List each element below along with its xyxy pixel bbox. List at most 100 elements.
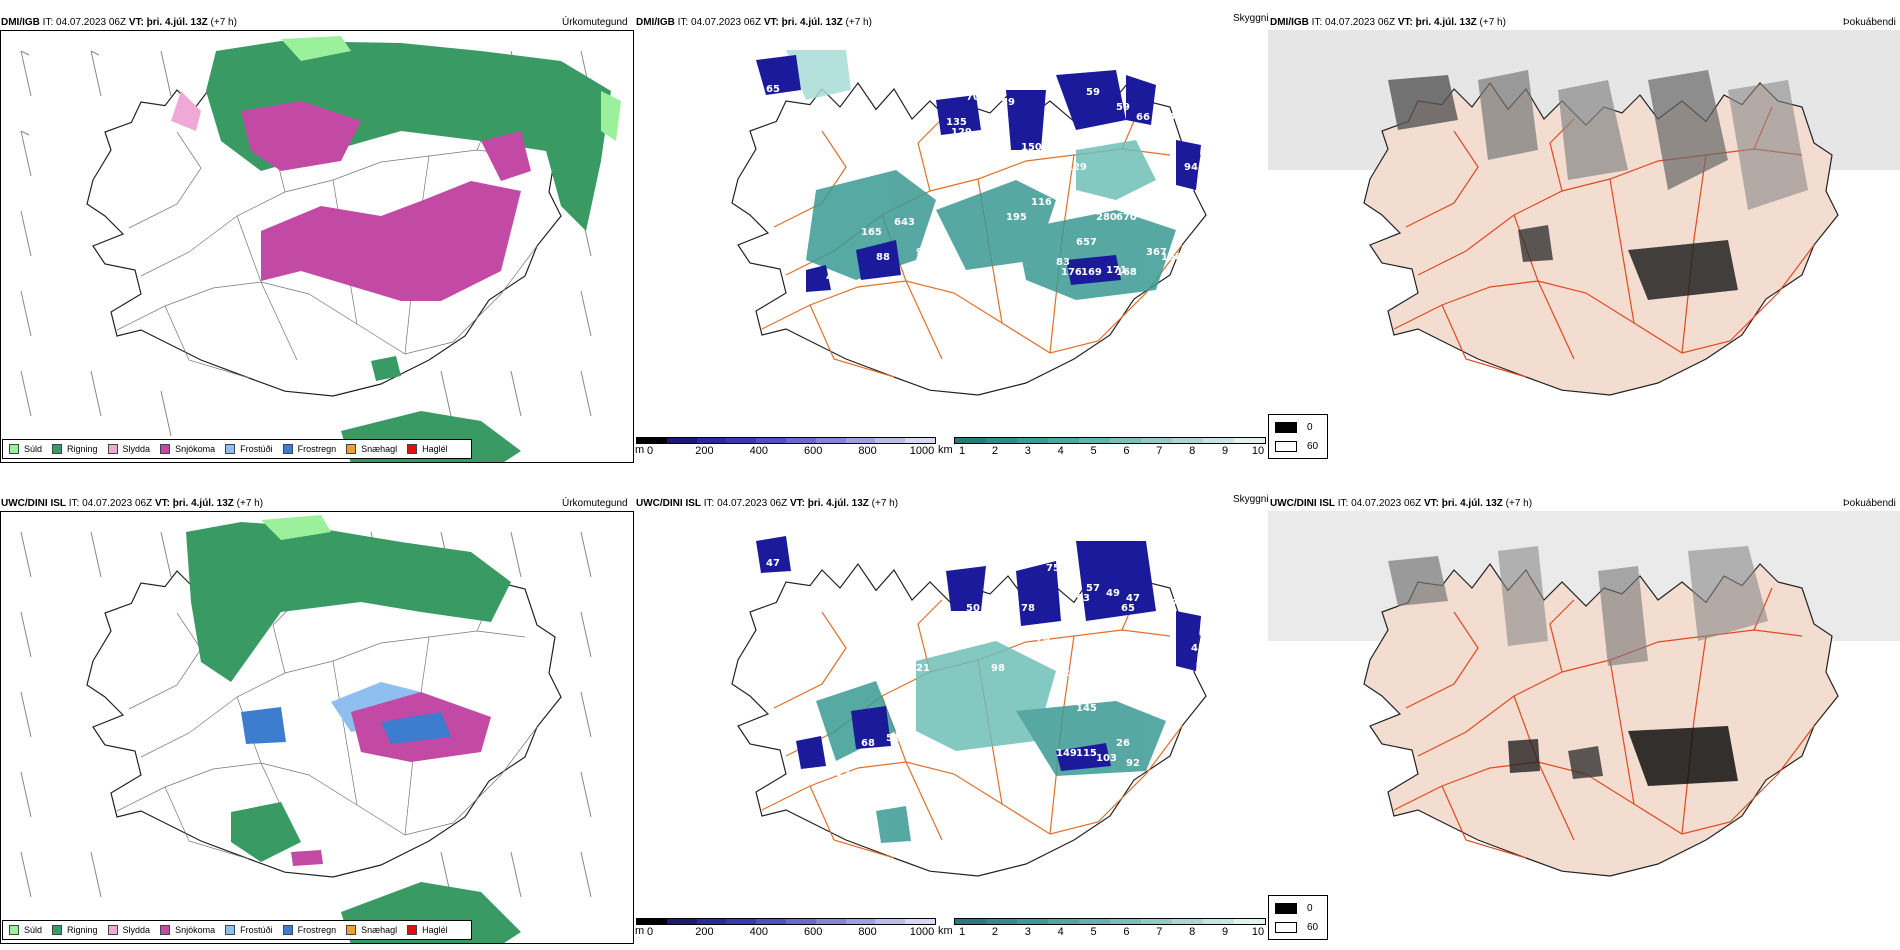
colorbar-tick: 6 bbox=[1123, 926, 1130, 938]
panel-2-title: Skyggni bbox=[1233, 13, 1269, 24]
ceiling-value-label: 59 bbox=[1086, 87, 1100, 98]
legend-label: Frostregn bbox=[297, 925, 337, 935]
panel-3-lead: (+7 h) bbox=[1479, 17, 1506, 28]
ceiling-value-label: 59 bbox=[1116, 102, 1130, 113]
panel-3-title: Þokuábendi bbox=[1843, 17, 1896, 28]
panel-1-map-svg bbox=[20, 36, 621, 462]
panel-1-it: IT: 04.07.2023 06Z bbox=[42, 17, 127, 28]
panel-5-model: UWC/DINI ISL bbox=[636, 498, 701, 509]
legend-label: Rigning bbox=[67, 925, 98, 935]
panel-4-model: UWC/DINI ISL bbox=[1, 498, 66, 509]
ceiling-value-label: 149 bbox=[1056, 748, 1077, 759]
colorbar-tick: 400 bbox=[749, 445, 768, 457]
visibility-colorbar-bottom: 1 2 3 4 5 6 7 8 9 10 km bbox=[938, 918, 1266, 939]
colorbar-tick: 4 bbox=[1057, 445, 1064, 457]
colorbar-tick: 3 bbox=[1024, 445, 1031, 457]
legend-label: Súld bbox=[24, 444, 43, 454]
ceiling-areas bbox=[756, 536, 1201, 771]
legend-label: Frostúði bbox=[240, 444, 273, 454]
panel-6-it: IT: 04.07.2023 06Z bbox=[1337, 498, 1422, 509]
ceiling-value-label: 10 bbox=[981, 613, 995, 624]
ceiling-value-label: 176 bbox=[1061, 267, 1082, 278]
colorbar-tick: 600 bbox=[804, 926, 823, 938]
ceiling-value-label: 52 bbox=[1201, 162, 1215, 173]
panel-3-vt: VT: þri. 4.júl. 13Z bbox=[1397, 17, 1477, 28]
colorbar-tick: 3 bbox=[1024, 926, 1031, 938]
legend-item: Frostregn bbox=[282, 444, 337, 454]
panel-1-title: Úrkomutegund bbox=[562, 17, 628, 28]
ceiling-value-label: 99 bbox=[926, 162, 940, 173]
panel-6-map-svg bbox=[1268, 511, 1900, 877]
panel-1-vt: VT: þri. 4.júl. 13Z bbox=[128, 17, 208, 28]
legend-label: Snjókoma bbox=[175, 925, 216, 935]
ceiling-value-label: 90 bbox=[1161, 112, 1175, 123]
ceiling-value-label: 171 bbox=[1106, 265, 1127, 276]
panel-3-map bbox=[1268, 30, 1900, 435]
panel-4-legend: Súld Rigning Slydda Snjókoma Frostúði Fr… bbox=[2, 920, 472, 940]
legend-item: Snæhagl bbox=[346, 925, 397, 935]
legend-label: Snjókoma bbox=[175, 444, 216, 454]
ceiling-value-label: 38 bbox=[856, 598, 870, 609]
panel-4-header: UWC/DINI ISL IT: 04.07.2023 06Z VT: þri.… bbox=[1, 498, 263, 510]
legend-item: Rigning bbox=[52, 925, 98, 935]
colorbar-tick: 8 bbox=[1189, 445, 1196, 457]
colorbar-tick: 7 bbox=[1156, 926, 1163, 938]
colorbar-tick: 9 bbox=[1222, 926, 1229, 938]
ceiling-value-label: 165 bbox=[861, 227, 882, 238]
ceiling-value-label: 57 bbox=[1086, 583, 1100, 594]
ceiling-value-label: 280 bbox=[1096, 212, 1117, 223]
ceiling-value-label: 53 bbox=[1001, 598, 1015, 609]
ceiling-value-label: 21 bbox=[916, 663, 930, 674]
fog-legend-top: 0 60 bbox=[1268, 414, 1328, 459]
panel-3-it: IT: 04.07.2023 06Z bbox=[1311, 17, 1396, 28]
ceiling-value-label: 40 bbox=[986, 117, 1000, 128]
panel-2-map: 65 117 70 89 59 59 66 90 63 135 129 40 94 52 226 60 150 2… bbox=[636, 30, 1268, 435]
ceiling-value-label: 29 bbox=[926, 643, 940, 654]
legend-item: Snjókoma bbox=[160, 925, 215, 935]
ceiling-value-label: 129 bbox=[951, 127, 972, 138]
legend-item: Snjókoma bbox=[160, 444, 215, 454]
colorbar-tick: 1 bbox=[958, 445, 966, 457]
ceiling-value-label: 12 bbox=[836, 768, 850, 779]
panel-3-map-svg bbox=[1268, 30, 1900, 396]
ceiling-value-label: 43 bbox=[1191, 643, 1205, 654]
legend-label: Slydda bbox=[122, 444, 151, 454]
visibility-unit: km bbox=[938, 925, 953, 937]
ceiling-value-label: 63 bbox=[1176, 112, 1190, 123]
ceiling-value-label: 70 bbox=[1036, 633, 1050, 644]
colorbar-tick: 9 bbox=[1222, 445, 1229, 457]
legend-item: Rigning bbox=[52, 444, 98, 454]
precip-areas bbox=[171, 36, 621, 462]
ceiling-unit: m bbox=[635, 925, 645, 937]
colorbar-tick: 600 bbox=[804, 445, 823, 457]
panel-4-map bbox=[0, 511, 634, 944]
ceiling-value-label: 168 bbox=[1116, 267, 1137, 278]
panel-2-header: DMI/IGB IT: 04.07.2023 06Z VT: þri. 4.jú… bbox=[636, 17, 872, 29]
ceiling-value-label: 88 bbox=[876, 252, 890, 263]
fog-low-label: 60 bbox=[1307, 922, 1319, 933]
panel-6-model: UWC/DINI ISL bbox=[1270, 498, 1335, 509]
legend-label: Frostregn bbox=[297, 444, 337, 454]
ceiling-value-label: 47 bbox=[766, 558, 780, 569]
legend-item: Snæhagl bbox=[346, 444, 397, 454]
legend-label: Snæhagl bbox=[361, 925, 398, 935]
panel-4-lead: (+7 h) bbox=[236, 498, 264, 509]
panel-5-lead: (+7 h) bbox=[871, 498, 899, 509]
ceiling-value-label: 367 bbox=[1146, 247, 1167, 258]
ceiling-unit: m bbox=[635, 444, 645, 456]
colorbar-tick: 4 bbox=[1057, 926, 1064, 938]
legend-item: Súld bbox=[9, 925, 42, 935]
panel-6-header: UWC/DINI ISL IT: 04.07.2023 06Z VT: þri.… bbox=[1270, 498, 1532, 510]
fog-high-label: 0 bbox=[1307, 903, 1313, 914]
colorbar-tick: 2 bbox=[991, 445, 998, 457]
panel-4-title: Úrkomutegund bbox=[562, 498, 628, 509]
panel-2-vt: VT: þri. 4.júl. 13Z bbox=[763, 17, 843, 28]
ceiling-value-label: 75 bbox=[1046, 563, 1060, 574]
panel-4-vt: VT: þri. 4.júl. 13Z bbox=[154, 498, 234, 509]
panel-3-header: DMI/IGB IT: 04.07.2023 06Z VT: þri. 4.jú… bbox=[1270, 17, 1506, 29]
colorbar-tick: 1000 bbox=[909, 445, 935, 457]
legend-label: Rigning bbox=[67, 444, 98, 454]
legend-item: Haglél bbox=[407, 444, 448, 454]
panel-2-lead: (+7 h) bbox=[845, 17, 872, 28]
